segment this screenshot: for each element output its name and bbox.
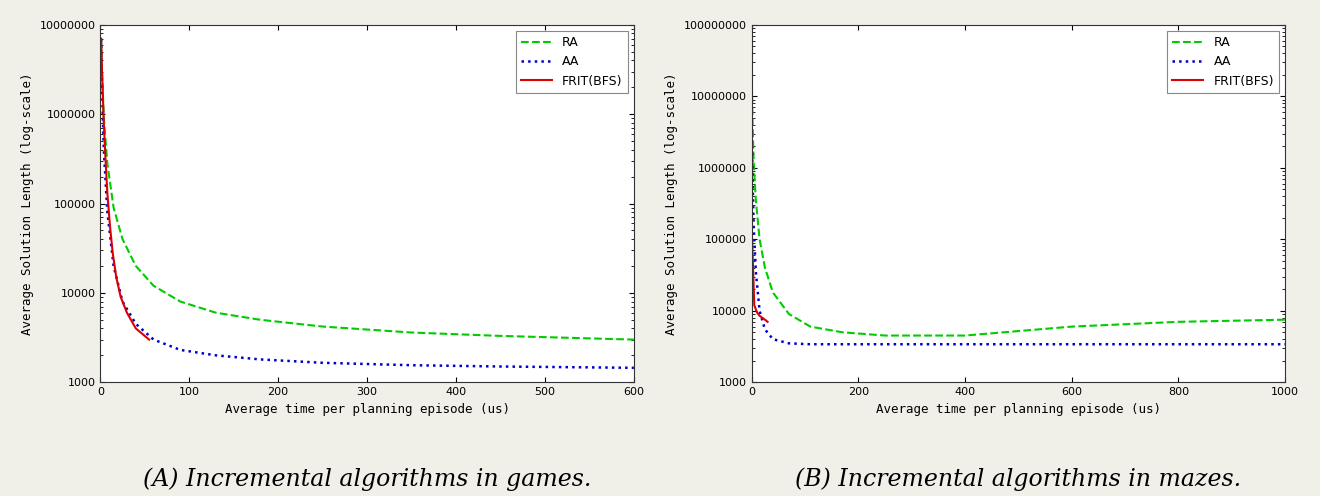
FRIT(BFS) [98,158,114,164]
AA [128,321,144,327]
Line: RA: RA [752,96,1286,335]
AA [145,337,161,343]
RA [145,283,161,289]
AA [876,341,892,347]
AA [173,347,189,353]
RA [957,332,973,338]
RA [876,332,892,338]
AA [756,326,772,332]
X-axis label: Average time per planning episode (us): Average time per planning episode (us) [876,403,1160,416]
AA [1278,341,1294,347]
Line: AA: AA [752,146,1286,344]
RA [1064,323,1080,329]
AA [744,143,760,149]
Line: RA: RA [102,39,634,340]
FRIT(BFS) [94,68,110,74]
AA [96,147,112,153]
AA [751,308,767,314]
AA [314,360,330,366]
RA [746,159,762,165]
RA [128,263,144,269]
AA [744,181,760,186]
AA [94,84,110,90]
RA [492,333,508,339]
RA [744,93,760,99]
FRIT(BFS) [112,294,128,300]
FRIT(BFS) [128,325,144,331]
AA [404,362,420,368]
FRIT(BFS) [746,302,762,308]
RA [626,337,642,343]
FRIT(BFS) [751,313,767,319]
FRIT(BFS) [102,224,117,230]
RA [1278,317,1294,323]
Legend: RA, AA, FRIT(BFS): RA, AA, FRIT(BFS) [516,31,627,93]
RA [173,299,189,305]
FRIT(BFS) [108,274,124,280]
RA [748,197,764,203]
FRIT(BFS) [96,120,112,126]
RA [781,311,797,317]
FRIT(BFS) [141,337,157,343]
RA [404,329,420,335]
AA [492,364,508,370]
FRIT(BFS) [760,319,776,325]
AA [106,263,121,269]
AA [781,340,797,346]
FRIT(BFS) [744,236,760,242]
AA [1171,341,1187,347]
AA [99,209,115,215]
RA [99,161,115,167]
Y-axis label: Average Solution Length (log-scale): Average Solution Length (log-scale) [665,72,678,335]
RA [834,329,850,335]
FRIT(BFS) [754,314,770,320]
RA [94,68,110,74]
FRIT(BFS) [94,36,110,42]
Line: AA: AA [102,39,634,368]
AA [94,36,110,42]
RA [744,122,760,128]
AA [1064,341,1080,347]
RA [803,323,818,329]
Text: (A) Incremental algorithms in games.: (A) Incremental algorithms in games. [143,468,591,491]
AA [746,224,762,230]
RA [106,205,121,211]
RA [756,265,772,271]
Line: FRIT(BFS): FRIT(BFS) [102,39,149,340]
Legend: RA, AA, FRIT(BFS): RA, AA, FRIT(BFS) [1167,31,1279,93]
RA [96,115,112,121]
FRIT(BFS) [756,317,772,323]
AA [834,341,850,347]
X-axis label: Average time per planning episode (us): Average time per planning episode (us) [224,403,510,416]
AA [252,357,268,363]
AA [626,365,642,371]
RA [1171,319,1187,325]
FRIT(BFS) [119,310,135,315]
RA [94,36,110,42]
AA [766,336,781,342]
AA [115,299,131,305]
FRIT(BFS) [748,310,764,315]
RA [209,310,224,315]
AA [209,352,224,358]
Text: (B) Incremental algorithms in mazes.: (B) Incremental algorithms in mazes. [796,468,1241,491]
RA [115,236,131,242]
Line: FRIT(BFS): FRIT(BFS) [752,239,768,322]
FRIT(BFS) [99,190,115,196]
RA [751,236,767,242]
FRIT(BFS) [104,250,120,256]
RA [766,290,781,296]
RA [252,317,268,323]
RA [314,323,330,329]
AA [748,269,764,275]
AA [957,341,973,347]
AA [803,341,818,347]
Y-axis label: Average Solution Length (log-scale): Average Solution Length (log-scale) [21,72,34,335]
